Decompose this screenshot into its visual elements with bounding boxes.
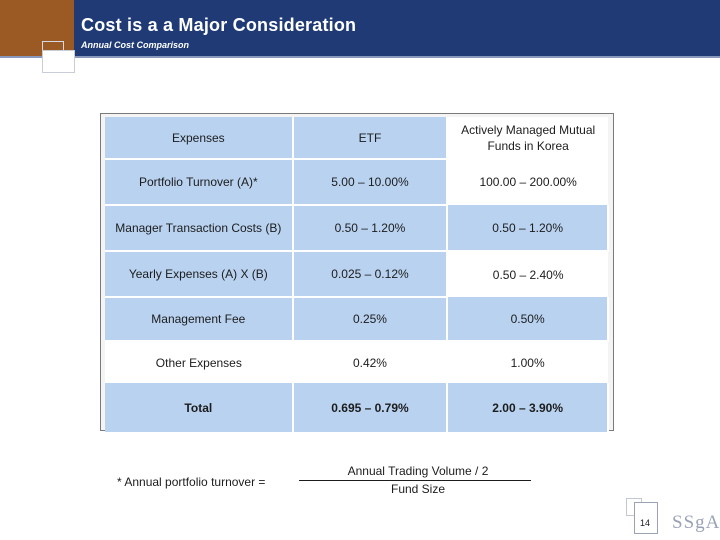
slide-title: Cost is a a Major Consideration	[81, 15, 357, 35]
etf-cell: 5.00 – 10.00%	[292, 159, 449, 206]
etf-cell: 0.50 – 1.20%	[292, 205, 449, 252]
expense-cell: Yearly Expenses (A) X (B)	[105, 251, 294, 298]
slide-subtitle: Annual Cost Comparison	[81, 40, 190, 50]
mutual-fund-cell: 0.50 – 2.40%	[447, 251, 608, 297]
table-total-row: Total 0.695 – 0.79% 2.00 – 3.90%	[105, 383, 609, 434]
footnote-label: * Annual portfolio turnover =	[117, 475, 266, 489]
footnote-denominator: Fund Size	[390, 482, 446, 496]
header-band	[0, 0, 720, 56]
table-row: Management Fee 0.25% 0.50%	[105, 297, 609, 342]
etf-cell: 0.695 – 0.79%	[292, 383, 449, 434]
page-number: 14	[640, 518, 651, 528]
mutual-fund-cell: 2.00 – 3.90%	[447, 383, 609, 434]
expense-cell: Portfolio Turnover (A)*	[105, 159, 294, 206]
table-row: Manager Transaction Costs (B) 0.50 – 1.2…	[105, 205, 609, 252]
expense-cell: Management Fee	[105, 297, 294, 342]
table-row: Other Expenses 0.42% 1.00%	[105, 341, 608, 383]
mutual-fund-cell: 100.00 – 200.00%	[447, 159, 608, 205]
cost-comparison-table: Expenses ETF Actively Managed Mutual Fun…	[100, 113, 614, 434]
cost-table: Expenses ETF Actively Managed Mutual Fun…	[105, 117, 609, 434]
table-row: Yearly Expenses (A) X (B) 0.025 – 0.12% …	[105, 251, 608, 298]
etf-cell: 0.25%	[292, 297, 449, 342]
column-header-etf: ETF	[292, 117, 449, 160]
decorative-square	[42, 50, 75, 73]
company-logo: SSgA	[672, 512, 720, 533]
etf-cell: 0.025 – 0.12%	[292, 251, 449, 298]
mutual-fund-cell: 1.00%	[447, 341, 608, 383]
footnote-numerator: Annual Trading Volume / 2	[347, 464, 489, 478]
header-accent-block	[0, 0, 74, 56]
table-row: Portfolio Turnover (A)* 5.00 – 10.00% 10…	[105, 159, 608, 206]
expense-cell: Other Expenses	[105, 341, 293, 383]
expense-cell: Total	[105, 383, 294, 434]
mutual-fund-cell: 0.50%	[447, 297, 609, 342]
table-header-row: Expenses ETF Actively Managed Mutual Fun…	[105, 117, 608, 160]
page-number-box	[634, 502, 658, 534]
column-header-mutual-funds: Actively Managed Mutual Funds in Korea	[447, 117, 608, 159]
header-divider	[0, 56, 720, 58]
etf-cell: 0.42%	[292, 341, 448, 383]
mutual-fund-cell: 0.50 – 1.20%	[447, 205, 609, 252]
fraction-line	[299, 480, 531, 481]
expense-cell: Manager Transaction Costs (B)	[105, 205, 294, 252]
column-header-expenses: Expenses	[105, 117, 294, 160]
